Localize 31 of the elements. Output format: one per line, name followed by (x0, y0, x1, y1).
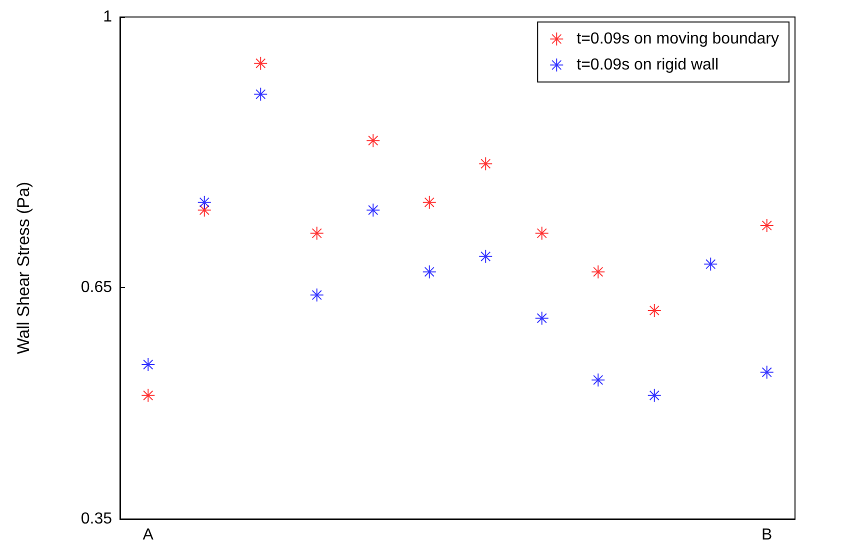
point (366, 203, 380, 218)
point (534, 311, 549, 326)
point (141, 388, 156, 402)
point (534, 226, 549, 240)
legend-label: t=0.09s on rigid wall (576, 56, 718, 74)
x-tick-label: A (142, 526, 154, 544)
point (254, 56, 268, 70)
point (478, 249, 493, 264)
point (591, 372, 606, 387)
point (591, 264, 606, 279)
y-axis-title: Wall Shear Stress (Pa) (14, 182, 33, 354)
point (310, 226, 324, 240)
y-tick-label: 1 (103, 8, 112, 26)
y-tick-label: 0.35 (80, 510, 112, 528)
point (422, 195, 436, 210)
legend-label: t=0.09s on moving boundary (576, 30, 779, 48)
point (310, 288, 324, 302)
point (254, 87, 268, 102)
y-tick-label: 0.65 (80, 278, 112, 296)
point (197, 203, 212, 218)
x-tick-label: B (762, 526, 772, 544)
point (647, 388, 662, 402)
point (760, 365, 774, 380)
point (478, 156, 493, 171)
point (647, 303, 662, 318)
point (422, 264, 436, 279)
point (366, 134, 380, 148)
point (141, 358, 156, 372)
point (197, 195, 212, 210)
point (760, 218, 774, 233)
point (704, 257, 718, 272)
